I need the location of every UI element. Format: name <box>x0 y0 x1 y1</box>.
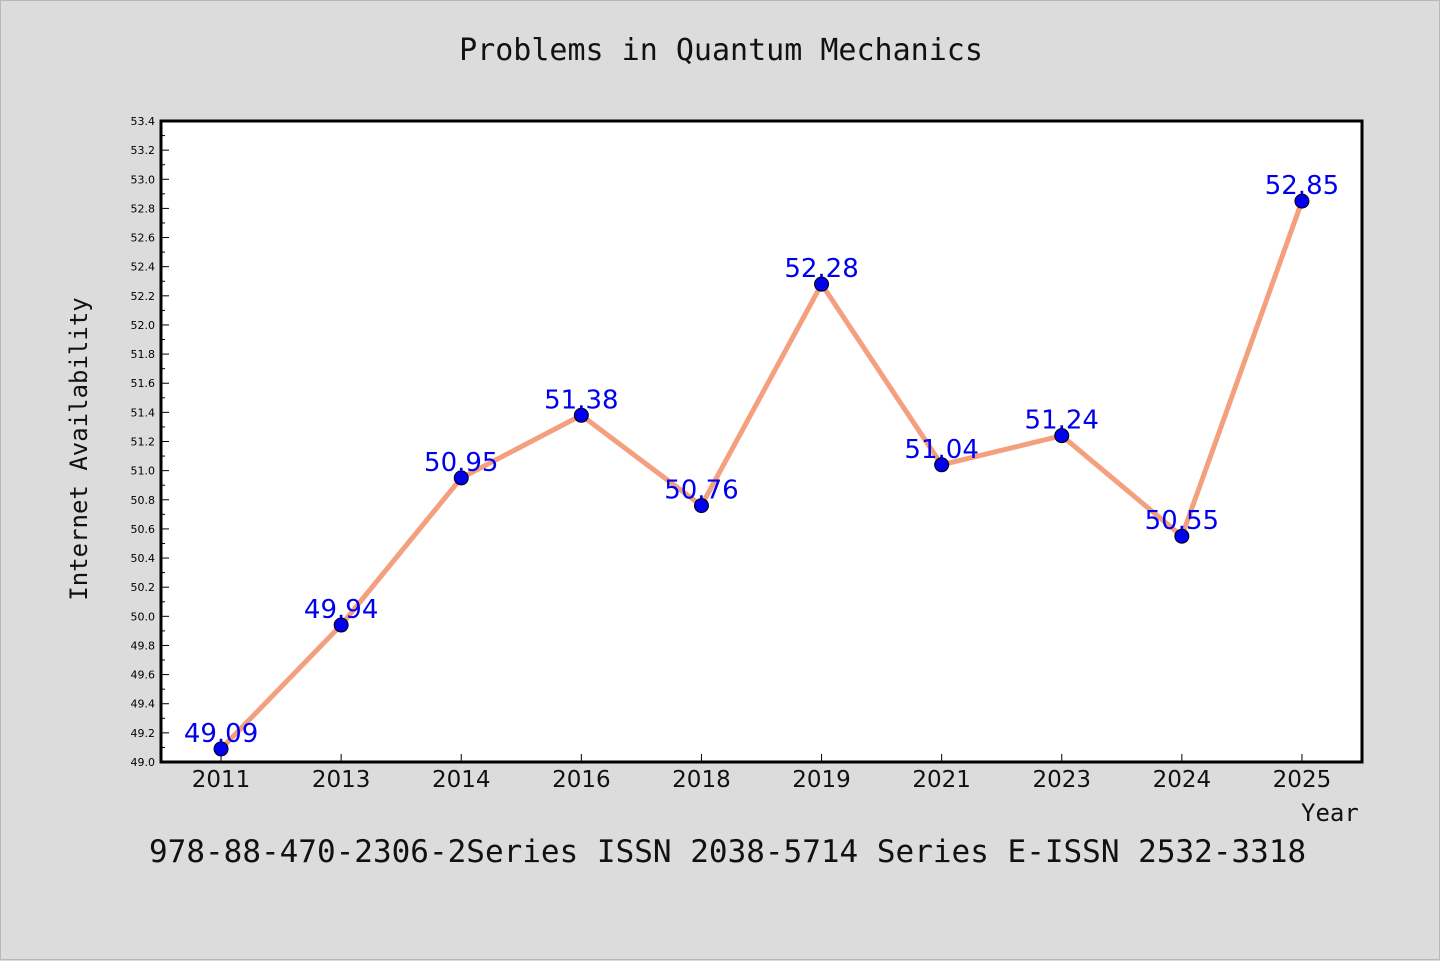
x-tick-label: 2021 <box>912 767 971 793</box>
data-point <box>814 276 830 292</box>
x-axis-label: Year <box>1301 799 1359 827</box>
data-label: 51.38 <box>544 385 618 415</box>
x-tick-label: 2013 <box>312 767 371 793</box>
footer-isbn-text: 978-88-470-2306-2Series ISSN 2038-5714 S… <box>149 834 1307 870</box>
data-point <box>453 470 469 486</box>
y-tick-label: 53.2 <box>131 144 156 157</box>
x-tick-label: 2024 <box>1153 767 1212 793</box>
data-point <box>1054 428 1070 444</box>
data-label: 50.55 <box>1145 506 1219 536</box>
data-label: 51.24 <box>1025 406 1099 436</box>
x-tick-label: 2019 <box>792 767 851 793</box>
y-tick-label: 53.0 <box>131 173 156 186</box>
x-tick-label: 2014 <box>432 767 491 793</box>
y-tick-label: 49.4 <box>131 698 156 711</box>
x-tick-label: 2025 <box>1273 767 1332 793</box>
y-tick-label: 50.6 <box>131 523 156 536</box>
data-point <box>934 457 950 473</box>
x-tick-label: 2023 <box>1032 767 1091 793</box>
data-label: 50.76 <box>664 476 738 506</box>
y-tick-label: 49.2 <box>131 727 156 740</box>
y-tick-label: 52.6 <box>131 232 156 245</box>
y-tick-label: 51.4 <box>131 406 156 419</box>
y-tick-label: 49.0 <box>131 756 156 769</box>
y-tick-label: 51.2 <box>131 436 156 449</box>
data-label: 52.28 <box>784 254 858 284</box>
x-tick-label: 2016 <box>552 767 611 793</box>
data-point <box>333 617 349 633</box>
y-tick-label: 49.6 <box>131 669 156 682</box>
y-tick-label: 52.0 <box>131 319 156 332</box>
y-tick-label: 51.0 <box>131 465 156 478</box>
data-label: 50.95 <box>424 448 498 478</box>
data-label: 51.04 <box>904 435 978 465</box>
y-tick-label: 49.8 <box>131 639 156 652</box>
y-tick-label: 53.4 <box>131 115 156 128</box>
y-tick-label: 50.8 <box>131 494 156 507</box>
x-tick-label: 2011 <box>192 767 251 793</box>
data-label: 52.85 <box>1265 171 1339 201</box>
y-tick-label: 50.0 <box>131 610 156 623</box>
plot-area <box>159 119 1364 764</box>
chart-title: Problems in Quantum Mechanics <box>459 33 983 68</box>
data-label: 49.09 <box>184 719 258 749</box>
x-tick-label: 2018 <box>672 767 731 793</box>
data-label: 49.94 <box>304 595 378 625</box>
y-tick-label: 51.8 <box>131 348 156 361</box>
series-line <box>218 198 1305 752</box>
data-point <box>1174 528 1190 544</box>
data-point <box>213 741 229 757</box>
data-point <box>1294 193 1310 209</box>
data-point <box>573 407 589 423</box>
y-tick-label: 52.8 <box>131 202 156 215</box>
y-tick-label: 50.2 <box>131 581 156 594</box>
data-point <box>693 498 709 514</box>
y-tick-label: 51.6 <box>131 377 156 390</box>
y-tick-label: 52.2 <box>131 290 156 303</box>
y-tick-label: 50.4 <box>131 552 156 565</box>
y-tick-label: 52.4 <box>131 261 156 274</box>
